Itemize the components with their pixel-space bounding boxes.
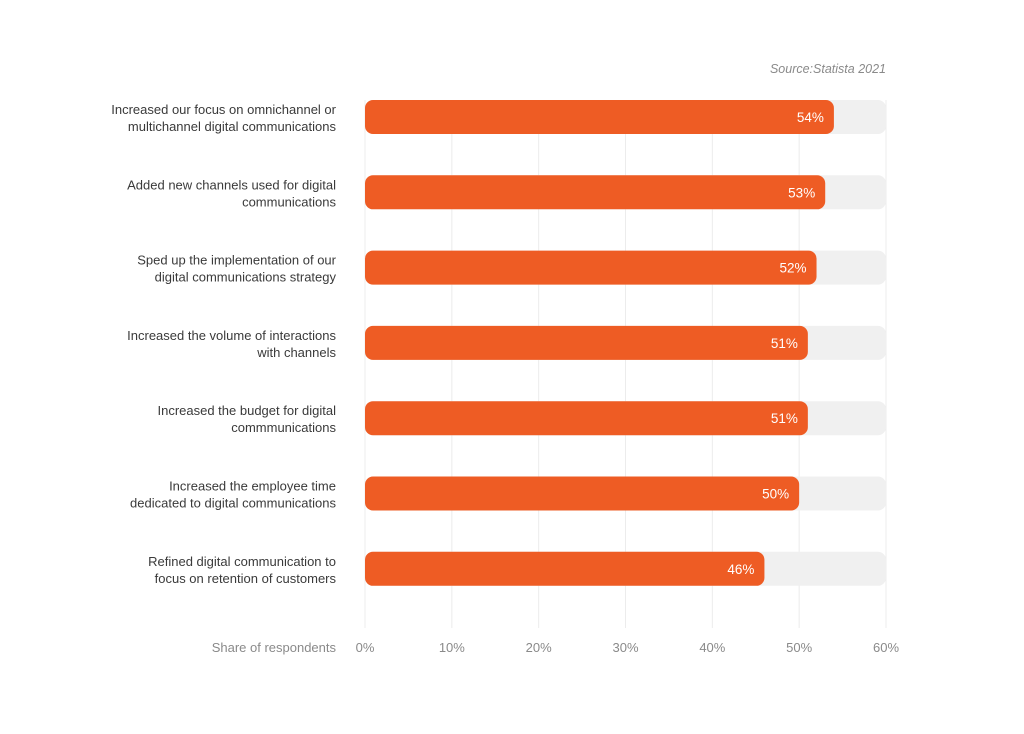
bar-group: 51% Increased the budget for digital commm… (157, 401, 886, 436)
category-label: Added new channels used for digital (127, 177, 336, 192)
bars: 54% Increased our focus on omnichannel or… (111, 100, 886, 586)
bar-value-label: 50% (762, 487, 789, 502)
category-label: Refined digital communication to (148, 554, 336, 569)
x-tick-label: 10% (439, 640, 465, 655)
bar-group: 53% Added new channels used for digital co… (127, 175, 886, 210)
bar-group: 52% Sped up the implementation of our digi… (137, 250, 886, 285)
category-label: multichannel digital communications (128, 119, 337, 134)
bar-group: 46% Refined digital communication to focus… (148, 551, 886, 586)
x-tick-label: 0% (356, 640, 375, 655)
bar-value-label: 46% (727, 562, 754, 577)
x-tick-label: 30% (612, 640, 638, 655)
bar-value-label: 51% (771, 411, 798, 426)
bar-group: 54% Increased our focus on omnichannel or… (111, 100, 886, 134)
category-label: focus on retention of customers (155, 571, 337, 586)
category-label: Increased our focus on omnichannel or (111, 102, 336, 117)
bar-group: 51% Increased the volume of interactions w… (127, 325, 886, 360)
bar (365, 325, 808, 360)
x-tick-label: 60% (873, 640, 899, 655)
bar (365, 551, 765, 586)
x-tick-label: 20% (526, 640, 552, 655)
x-tick-label: 40% (699, 640, 725, 655)
x-axis-ticks: 0% 10% 20% 30% 40% 50% 60% (356, 640, 900, 655)
category-label: Sped up the implementation of our (137, 253, 336, 268)
bar (365, 250, 817, 285)
category-label: Increased the volume of interactions (127, 328, 336, 343)
bar (365, 175, 826, 210)
category-label: commmunications (231, 420, 336, 435)
category-label: communications (242, 194, 336, 209)
category-label: dedicated to digital communications (130, 496, 336, 511)
bar-value-label: 52% (780, 261, 807, 276)
category-label: Increased the employee time (169, 479, 336, 494)
bar-value-label: 53% (788, 185, 815, 200)
bar-value-label: 51% (771, 336, 798, 351)
x-tick-label: 50% (786, 640, 812, 655)
bar-value-label: 54% (797, 110, 824, 125)
category-label: digital communications strategy (155, 270, 337, 285)
bar (365, 476, 800, 511)
category-label: Increased the budget for digital (157, 403, 336, 418)
category-label: with channels (256, 345, 336, 360)
bar (365, 100, 834, 134)
source-note: Source:Statista 2021 (770, 62, 886, 76)
bar (365, 401, 808, 436)
x-axis-label: Share of respondents (212, 640, 337, 655)
bar-group: 50% Increased the employee time dedicated … (130, 476, 886, 511)
